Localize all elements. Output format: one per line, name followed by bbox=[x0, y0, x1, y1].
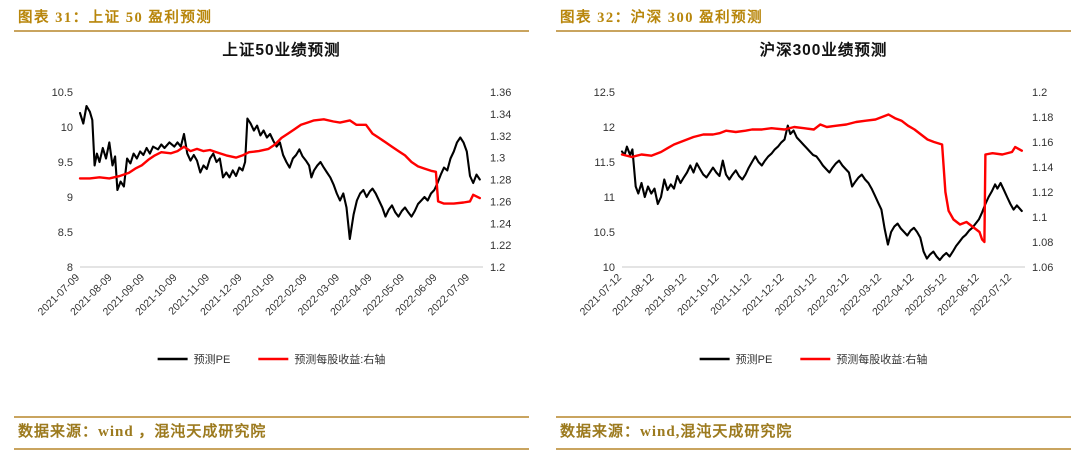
right-axis-tick: 1.1 bbox=[1032, 212, 1047, 224]
right-axis-tick: 1.08 bbox=[1032, 237, 1053, 249]
pe-line bbox=[78, 104, 481, 241]
header-rule bbox=[556, 30, 1071, 32]
right-axis-tick: 1.34 bbox=[490, 109, 511, 121]
right-axis-tick: 1.28 bbox=[490, 175, 511, 187]
pe-line bbox=[620, 124, 1023, 262]
left-axis-tick: 11 bbox=[604, 192, 615, 204]
left-axis-tick: 12.5 bbox=[594, 87, 615, 99]
left-axis-tick: 9.5 bbox=[58, 157, 73, 169]
right-axis-tick: 1.2 bbox=[490, 262, 505, 274]
source-rule bbox=[14, 416, 529, 418]
bottom-rule bbox=[556, 448, 1071, 450]
left-axis-tick: 12 bbox=[603, 122, 615, 134]
sse50-chart-title: 上证50业绩预测 bbox=[222, 42, 341, 59]
right-axis-tick: 1.12 bbox=[1032, 187, 1053, 199]
figure-32-source: 数据来源：wind,混沌天成研究院 bbox=[560, 424, 793, 440]
left-axis-tick: 11.5 bbox=[594, 157, 615, 169]
legend-label: 预测每股收益:右轴 bbox=[836, 352, 927, 366]
csi300-chart: 10 10.5 11 11.5 12 12.5 1.06 1.08 1.1 1.12 1.14 1.1… bbox=[578, 87, 1054, 366]
figure-31-column: 图表 31：上证 50 盈利预测 上证50业绩预测 8 8.5 9 9.5 10 10.5… bbox=[14, 6, 529, 452]
left-axis-tick: 10.5 bbox=[594, 227, 615, 239]
figure-32-column: 图表 32：沪深 300 盈利预测 沪深300业绩预测 10 10.5 11 11.5… bbox=[556, 6, 1071, 452]
eps-line bbox=[620, 113, 1023, 244]
left-axis-tick: 10 bbox=[603, 262, 615, 274]
left-axis-tick: 10.5 bbox=[52, 87, 73, 99]
right-axis-tick: 1.16 bbox=[1032, 137, 1053, 149]
right-axis-tick: 1.26 bbox=[490, 196, 511, 208]
right-axis-tick: 1.06 bbox=[1032, 262, 1053, 274]
source-rule bbox=[556, 416, 1071, 418]
csi300-chart-title: 沪深300业绩预测 bbox=[759, 42, 888, 59]
right-axis-tick: 1.14 bbox=[1032, 162, 1053, 174]
eps-line bbox=[78, 118, 481, 205]
legend: 预测PE 预测每股收益:右轴 bbox=[699, 352, 927, 366]
legend-label: 预测PE bbox=[736, 353, 773, 366]
right-axis-tick: 1.36 bbox=[490, 87, 511, 99]
left-axis-tick: 8 bbox=[67, 262, 73, 274]
bottom-rule bbox=[14, 448, 529, 450]
right-axis-tick: 1.18 bbox=[1032, 112, 1053, 124]
right-axis-tick: 1.32 bbox=[490, 131, 511, 143]
figure-31-header: 图表 31：上证 50 盈利预测 bbox=[18, 10, 213, 26]
legend: 预测PE 预测每股收益:右轴 bbox=[157, 352, 385, 366]
right-axis-tick: 1.24 bbox=[490, 218, 511, 230]
legend-label: 预测PE bbox=[194, 353, 231, 366]
header-rule bbox=[14, 30, 529, 32]
legend-label: 预测每股收益:右轴 bbox=[294, 352, 385, 366]
left-axis-tick: 9 bbox=[67, 192, 73, 204]
right-axis-tick: 1.22 bbox=[490, 240, 511, 252]
figure-32-header: 图表 32：沪深 300 盈利预测 bbox=[560, 10, 764, 26]
left-axis-tick: 8.5 bbox=[58, 227, 73, 239]
sse50-chart: 8 8.5 9 9.5 10 10.5 1.2 1.22 1.24 1.26 1.28 1.3 1.32… bbox=[36, 87, 512, 366]
right-axis-tick: 1.3 bbox=[490, 153, 505, 165]
right-axis-tick: 1.2 bbox=[1032, 87, 1047, 99]
figure-31-source: 数据来源：wind ，混沌天成研究院 bbox=[18, 424, 267, 440]
left-axis-tick: 10 bbox=[61, 122, 73, 134]
